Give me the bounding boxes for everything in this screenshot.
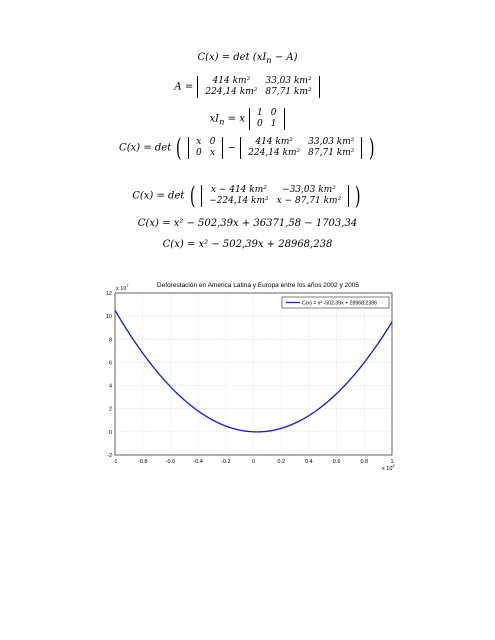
x-axis-ticks: -1 -0.8 -0.6 -0.4 -0.2 0 0.2 0.4 0.6 0.8 1 <box>113 459 394 465</box>
equation-matrix-a: A = 414 km² 33,03 km² 224,14 km² 87,71 km² <box>0 76 495 98</box>
legend-label: C(x) = x² -502.39x + 28968.2386 <box>302 301 377 307</box>
legend: C(x) = x² -502.39x + 28968.2386 <box>281 296 390 309</box>
x-tick-label: 0.4 <box>305 459 313 465</box>
chart-title: Deforestación en América Latina y Europa… <box>157 282 359 289</box>
equation-characteristic-def: C(x) = det (xIn − A) <box>197 52 298 65</box>
y-tick-label: 10 <box>106 314 112 320</box>
y-tick-label: 12 <box>106 291 112 297</box>
x-tick-label: -0.4 <box>193 459 202 465</box>
x-tick-label: -0.2 <box>221 459 230 465</box>
chart-grid <box>114 292 393 456</box>
x-tick-label: 0 <box>252 459 255 465</box>
equation-polynomial-expanded: C(x) = x² − 502,39x + 36371,58 − 1703,34 <box>137 218 358 229</box>
y-tick-label: 8 <box>109 337 112 343</box>
equation-characteristic-matrix: C(x) = det ( x − 414 km² −33,03 km² −224,… <box>132 182 361 210</box>
plot-area-frame <box>114 292 393 456</box>
y-tick-label: 6 <box>109 360 112 366</box>
y-tick-label: 4 <box>109 384 112 390</box>
x-multiplier-label: x 104 <box>382 463 395 472</box>
x-tick-label: 0.8 <box>360 459 368 465</box>
y-tick-label: -2 <box>107 453 112 459</box>
matrix-a-repeat: 414 km² 33,03 km² 224,14 km² 87,71 km² <box>240 137 363 159</box>
x-tick-label: -0.8 <box>138 459 147 465</box>
x-tick-label: 0.2 <box>277 459 285 465</box>
equation-polynomial-final: C(x) = x² − 502,39x + 28968,238 <box>162 239 333 250</box>
matrix-characteristic: x − 414 km² −33,03 km² −224,14 km² x − 87,… <box>201 185 350 207</box>
x-tick-label: -1 <box>113 459 118 465</box>
matrix-a: 414 km² 33,03 km² 224,14 km² 87,71 km² <box>197 76 320 98</box>
series-line-quadratic <box>114 309 393 433</box>
x-tick-label: 0.6 <box>333 459 341 465</box>
legend-box <box>281 296 390 309</box>
y-axis-ticks: -2 0 2 4 6 8 10 12 <box>106 291 112 459</box>
x-tick-label: -0.6 <box>166 459 175 465</box>
x-tick-label: 1 <box>390 459 393 465</box>
y-multiplier-label: x 107 <box>116 283 129 292</box>
quadratic-chart: Deforestación en América Latina y Europa… <box>106 282 396 472</box>
y-tick-label: 2 <box>109 407 112 413</box>
y-tick-label: 0 <box>109 430 112 436</box>
